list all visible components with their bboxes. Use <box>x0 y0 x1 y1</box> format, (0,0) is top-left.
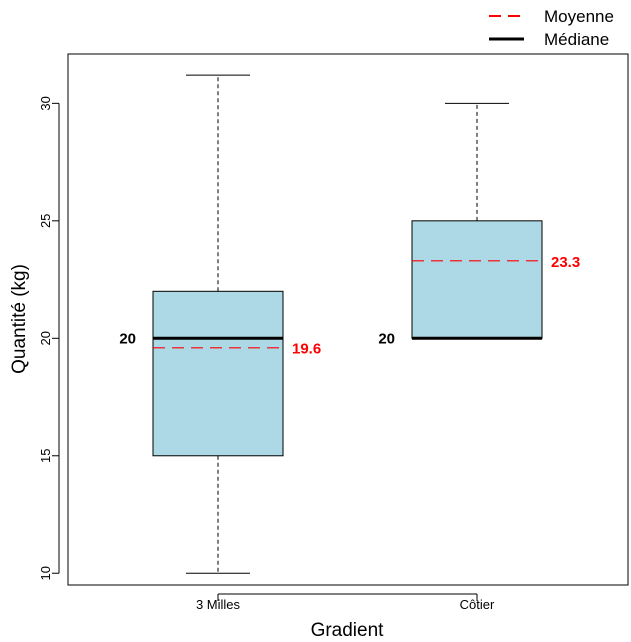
x-tick-label-1: Côtier <box>460 597 495 612</box>
y-tick-label-15: 15 <box>38 449 53 463</box>
x-axis-title: Gradient <box>311 620 385 641</box>
x-axis: 3 Milles Côtier <box>196 593 495 612</box>
mean-value-label-1: 23.3 <box>551 254 580 271</box>
legend-median-label: Médiane <box>544 30 609 49</box>
median-value-label-1: 20 <box>378 330 395 347</box>
legend: Moyenne Médiane <box>489 7 614 49</box>
box-0 <box>152 290 284 457</box>
box-1 <box>411 220 543 339</box>
y-tick-label-20: 20 <box>38 331 53 345</box>
y-tick-label-10: 10 <box>38 566 53 580</box>
mean-value-label-0: 19.6 <box>292 341 321 358</box>
boxes: 20 19.6 20 23.3 <box>119 74 580 574</box>
legend-mean-label: Moyenne <box>544 7 614 26</box>
y-tick-label-30: 30 <box>38 96 53 110</box>
y-axis: 10 15 20 25 30 <box>38 96 60 580</box>
median-value-label-0: 20 <box>119 330 136 347</box>
x-tick-label-0: 3 Milles <box>196 597 241 612</box>
plot-frame <box>67 53 629 586</box>
y-tick-label-25: 25 <box>38 214 53 228</box>
y-axis-title: Quantité (kg) <box>9 264 30 374</box>
